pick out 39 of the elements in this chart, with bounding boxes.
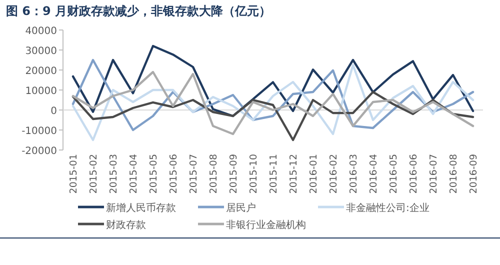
x-tick-label: 2016-06 — [408, 154, 420, 194]
x-tick-label: 2016-02 — [328, 154, 340, 194]
y-tick-label: -20000 — [22, 146, 57, 157]
y-tick-label: 40000 — [25, 26, 57, 37]
chart-title: 图 6：9 月财政存款减少，非银存款大降（亿元） — [6, 4, 272, 18]
x-tick-label: 2015-06 — [168, 154, 180, 194]
x-tick-label: 2015-08 — [208, 154, 220, 194]
x-tick-label: 2016-01 — [308, 154, 320, 194]
y-tick-label: 0 — [50, 106, 57, 117]
x-tick-label: 2016-08 — [448, 154, 460, 194]
legend-label: 新增人民币存款 — [106, 202, 176, 214]
line-series — [72, 70, 474, 136]
x-tick-label: 2015-07 — [188, 154, 200, 194]
y-tick-label: -10000 — [22, 126, 57, 137]
legend-label: 非银行业金融机构 — [226, 219, 306, 231]
legend-label: 财政存款 — [106, 219, 146, 231]
y-tick-label: 10000 — [25, 86, 57, 97]
legend-label: 居民户 — [226, 202, 256, 214]
x-tick-label: 2015-09 — [228, 154, 240, 194]
line-series — [72, 90, 474, 142]
line-series — [72, 64, 474, 142]
x-tick-label: 2015-02 — [88, 154, 100, 194]
x-tick-label: 2015-10 — [248, 154, 260, 194]
x-tick-label: 2016-05 — [388, 154, 400, 194]
x-tick-label: 2015-03 — [108, 154, 120, 194]
x-tick-label: 2015-12 — [288, 154, 300, 194]
x-tick-label: 2015-04 — [128, 154, 140, 194]
x-tick-label: 2016-04 — [368, 154, 380, 194]
line-series — [72, 58, 474, 132]
x-tick-label: 2015-05 — [148, 154, 160, 194]
x-tick-label: 2015-11 — [268, 154, 280, 194]
x-tick-label: 2016-03 — [348, 154, 360, 194]
line-series — [72, 44, 474, 118]
legend-label: 非金融性公司:企业 — [346, 202, 430, 214]
x-tick-label: 2016-07 — [428, 154, 440, 194]
y-tick-label: 20000 — [25, 66, 57, 77]
y-tick-label: 30000 — [25, 46, 57, 57]
x-tick-label: 2015-01 — [68, 154, 80, 194]
x-tick-label: 2016-09 — [468, 154, 480, 194]
